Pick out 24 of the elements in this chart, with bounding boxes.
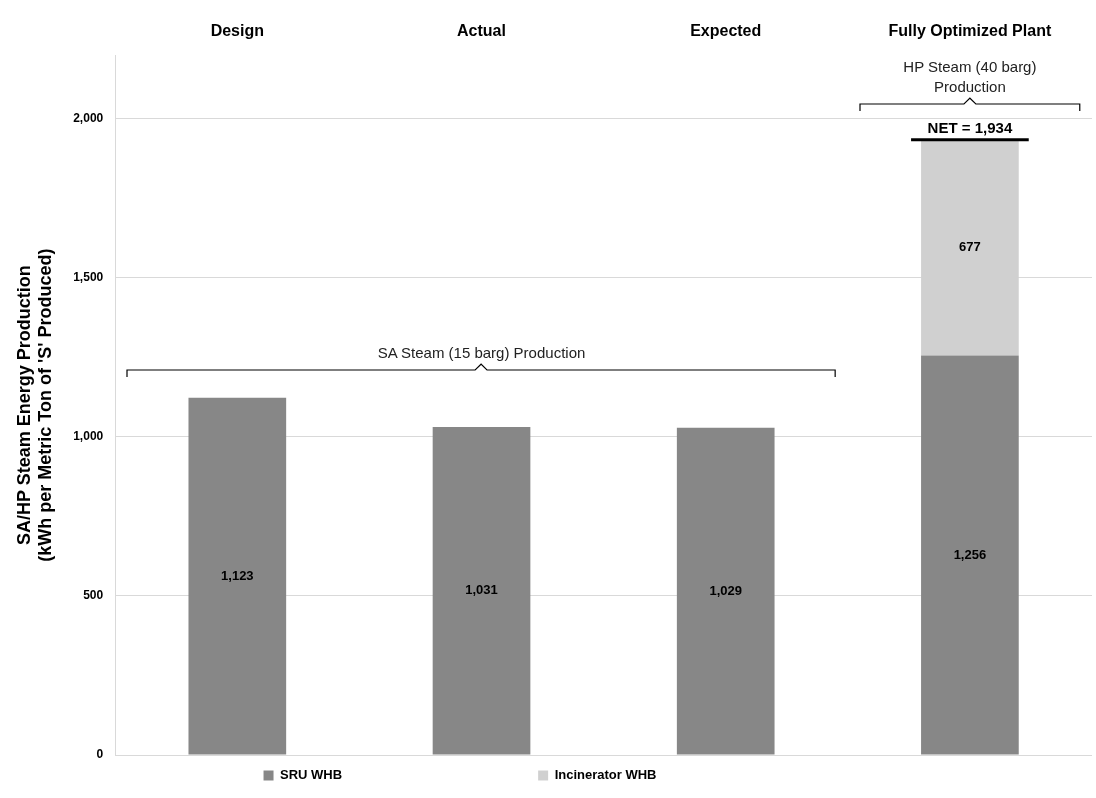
y-tick-label: 1,500 [73, 270, 104, 285]
legend-label: SRU WHB [280, 767, 525, 783]
data-label: 1,029 [709, 582, 742, 598]
data-label: 1,256 [953, 546, 987, 562]
data-label: 677 [959, 239, 981, 255]
annotation: SA Steam (15 barg) Production [377, 344, 586, 362]
bar [188, 397, 287, 755]
data-label: 1,123 [221, 567, 254, 583]
annotation: NET = 1,934 [927, 119, 1013, 137]
y-axis-title: SA/HP Steam Energy Production (kWh per Metric Ton of 'S' Produced) [13, 248, 56, 562]
x-tick-label: Expected [690, 22, 762, 40]
x-tick-label: Fully Optimized Plant [888, 22, 1052, 40]
y-tick-label: 1,000 [73, 429, 104, 444]
x-tick-label: Design [210, 22, 264, 40]
data-label: 1,031 [465, 582, 498, 598]
y-tick-label: 0 [96, 747, 104, 762]
legend-label: Incinerator WHB [554, 767, 839, 783]
y-tick-label: 2,000 [73, 111, 104, 126]
bar [432, 427, 531, 755]
bar [921, 355, 1019, 755]
x-tick-label: Actual [457, 22, 506, 40]
y-tick-label: 500 [83, 588, 104, 603]
annotation: HP Steam (40 barg) Production [903, 58, 1037, 96]
bar [676, 427, 775, 755]
